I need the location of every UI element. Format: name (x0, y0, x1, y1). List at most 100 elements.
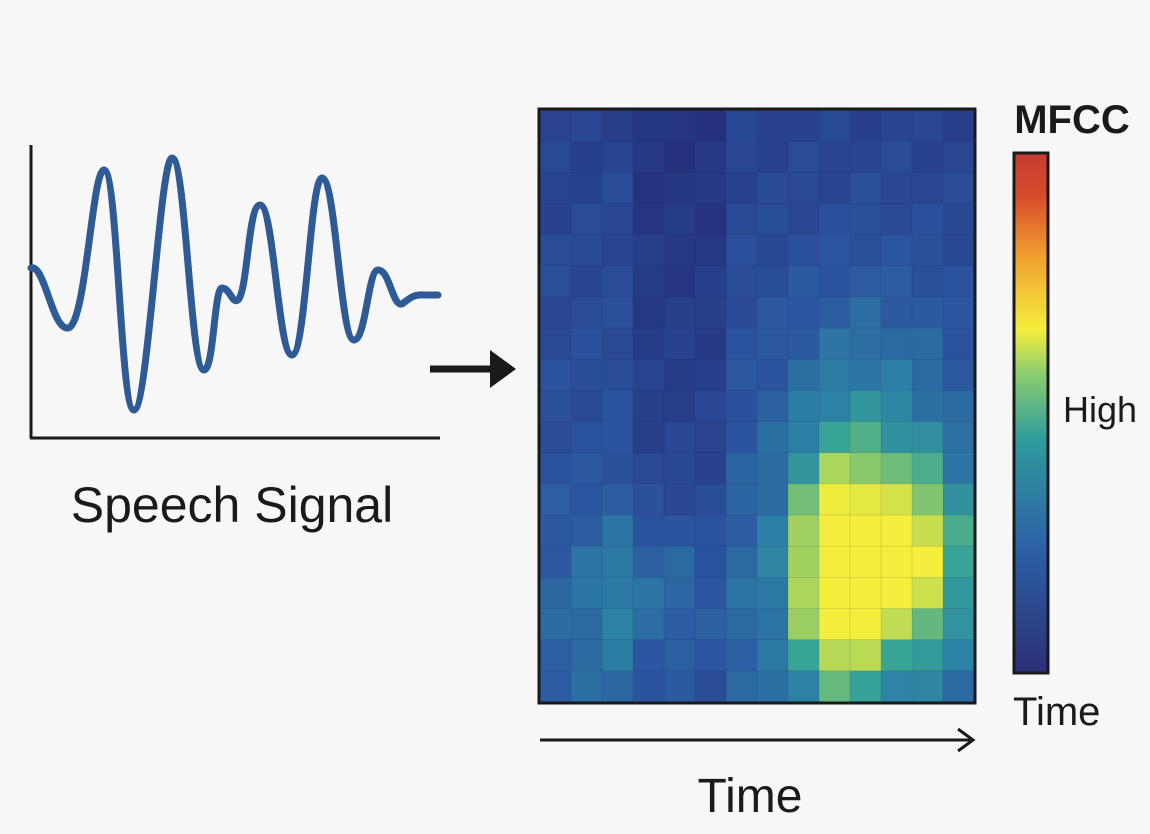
heatmap-cell (756, 109, 789, 142)
heatmap-cell (539, 109, 572, 142)
heatmap-cell (911, 639, 944, 672)
signal-axes (29, 145, 440, 440)
heatmap-cell (539, 327, 572, 360)
speech-waveform (27, 154, 442, 414)
heatmap-cell (539, 452, 572, 485)
heatmap-cell (849, 514, 882, 547)
heatmap-cell (756, 577, 789, 610)
heatmap-cell (570, 358, 603, 392)
heatmap-cell (725, 109, 758, 142)
heatmap-cell (942, 265, 975, 298)
heatmap-cell (632, 265, 665, 298)
heatmap-cell (818, 483, 851, 516)
heatmap-cell (880, 296, 913, 329)
heatmap-cell (539, 172, 572, 205)
heatmap-cell (539, 203, 572, 236)
heatmap-cell (694, 421, 727, 454)
heatmap-cell (849, 327, 882, 360)
heatmap-cell (942, 670, 975, 703)
heatmap-cell (663, 608, 696, 641)
heatmap-cell (725, 577, 758, 610)
heatmap-cell (632, 203, 665, 236)
heatmap-cell (849, 234, 882, 267)
heatmap-cell (818, 390, 851, 423)
colorbar-high-label: High (1063, 389, 1137, 430)
heatmap-cell (787, 140, 820, 174)
heatmap-cell (570, 483, 603, 516)
heatmap-cell (601, 639, 634, 672)
heatmap-cell (849, 639, 882, 672)
heatmap-cell (942, 172, 975, 205)
heatmap-cell (632, 577, 665, 610)
heatmap-cell (663, 203, 696, 236)
heatmap-cell (849, 172, 882, 205)
heatmap-cell (911, 514, 944, 547)
heatmap-cell (694, 639, 727, 672)
heatmap-cell (911, 390, 944, 423)
heatmap-cell (663, 421, 696, 454)
heatmap-cell (570, 545, 603, 579)
heatmap-cell (601, 514, 634, 547)
heatmap-cell (911, 670, 944, 703)
heatmap-cell (601, 234, 634, 267)
heatmap-cell (756, 265, 789, 298)
heatmap-cell (694, 545, 727, 579)
heatmap-cell (601, 577, 634, 610)
heatmap-cell (725, 390, 758, 423)
heatmap-cell (539, 265, 572, 298)
heatmap-cell (880, 545, 913, 579)
heatmap-cell (601, 452, 634, 485)
heatmap-cell (756, 172, 789, 205)
heatmap-cell (663, 639, 696, 672)
heatmap-cell (942, 483, 975, 516)
heatmap-cell (942, 545, 975, 579)
heatmap-cell (756, 296, 789, 329)
heatmap-cell (787, 452, 820, 485)
heatmap-cell (818, 109, 851, 142)
conversion-arrow (430, 350, 516, 388)
heatmap-cell (725, 670, 758, 703)
heatmap-cell (663, 296, 696, 329)
colorbar (1012, 151, 1050, 675)
heatmap-cell (818, 140, 851, 174)
heatmap-cell (663, 514, 696, 547)
heatmap-cell (694, 390, 727, 423)
heatmap-cell (570, 421, 603, 454)
heatmap-cell (601, 327, 634, 360)
heatmap-cell (663, 140, 696, 174)
heatmap-cell (663, 109, 696, 142)
heatmap-cell (880, 327, 913, 360)
heatmap-cell (663, 483, 696, 516)
heatmap-cell (756, 234, 789, 267)
heatmap-cell (539, 390, 572, 423)
heatmap-cell (880, 140, 913, 174)
heatmap-cell (694, 296, 727, 329)
heatmap-cell (601, 109, 634, 142)
heatmap-cell (725, 296, 758, 329)
mfcc-heatmap (539, 109, 975, 703)
heatmap-cell (942, 109, 975, 142)
heatmap-cell (818, 670, 851, 703)
heatmap-cell (756, 140, 789, 174)
heatmap-cell (570, 608, 603, 641)
heatmap-frame (537, 107, 977, 705)
colorbar-title: MFCC (1014, 98, 1130, 142)
speech-signal-label: Speech Signal (71, 477, 393, 533)
heatmap-cell (849, 421, 882, 454)
heatmap-cell (539, 670, 572, 703)
heatmap-cell (818, 514, 851, 547)
heatmap-cell (849, 483, 882, 516)
heatmap-cell (942, 140, 975, 174)
heatmap-cell (849, 390, 882, 423)
heatmap-cell (942, 358, 975, 392)
heatmap-cell (663, 358, 696, 392)
heatmap-cell (756, 390, 789, 423)
heatmap-cell (539, 140, 572, 174)
heatmap-cell (818, 172, 851, 205)
heatmap-cell (725, 608, 758, 641)
heatmap-cell (911, 203, 944, 236)
heatmap-cell (880, 608, 913, 641)
heatmap-cell (911, 421, 944, 454)
heatmap-cell (942, 514, 975, 547)
heatmap-cell (787, 296, 820, 329)
